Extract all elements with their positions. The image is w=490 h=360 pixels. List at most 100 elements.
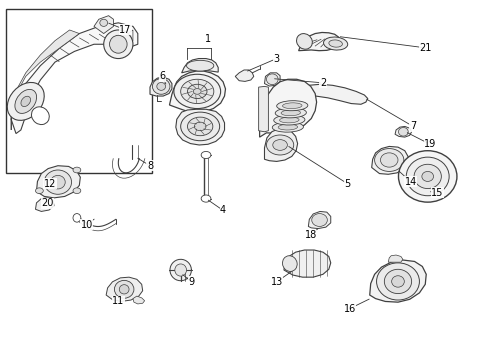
Ellipse shape xyxy=(398,151,457,202)
Text: 1: 1 xyxy=(205,34,212,44)
Ellipse shape xyxy=(274,115,305,125)
Ellipse shape xyxy=(35,188,43,194)
Text: 15: 15 xyxy=(431,188,443,198)
Polygon shape xyxy=(106,277,143,301)
Polygon shape xyxy=(170,71,225,112)
Polygon shape xyxy=(298,32,341,51)
Polygon shape xyxy=(260,79,317,137)
Text: 17: 17 xyxy=(120,25,132,35)
Ellipse shape xyxy=(175,264,187,276)
Polygon shape xyxy=(294,84,368,104)
Text: 14: 14 xyxy=(405,177,417,187)
Ellipse shape xyxy=(21,96,30,107)
Ellipse shape xyxy=(278,124,297,130)
Text: 19: 19 xyxy=(424,139,436,149)
Ellipse shape xyxy=(398,127,408,136)
Ellipse shape xyxy=(277,101,308,111)
Ellipse shape xyxy=(267,74,278,85)
Ellipse shape xyxy=(31,107,49,125)
Ellipse shape xyxy=(296,33,312,49)
Ellipse shape xyxy=(181,112,220,141)
Ellipse shape xyxy=(376,263,419,300)
Text: 2: 2 xyxy=(320,78,326,88)
Polygon shape xyxy=(176,109,224,145)
Polygon shape xyxy=(182,59,218,73)
Polygon shape xyxy=(235,70,254,81)
Ellipse shape xyxy=(157,82,166,90)
Ellipse shape xyxy=(272,122,303,132)
Ellipse shape xyxy=(181,79,214,104)
Text: 11: 11 xyxy=(112,296,124,306)
Text: 4: 4 xyxy=(220,205,226,215)
Text: 3: 3 xyxy=(273,54,280,64)
Ellipse shape xyxy=(7,82,44,120)
Text: 9: 9 xyxy=(188,277,195,287)
Polygon shape xyxy=(11,30,79,130)
Bar xyxy=(6,9,152,173)
Polygon shape xyxy=(11,23,138,134)
Polygon shape xyxy=(35,198,54,211)
Ellipse shape xyxy=(329,40,343,47)
Ellipse shape xyxy=(195,122,206,131)
Ellipse shape xyxy=(323,37,348,50)
Ellipse shape xyxy=(188,117,213,136)
Polygon shape xyxy=(370,260,426,302)
Ellipse shape xyxy=(312,213,327,226)
Text: 5: 5 xyxy=(344,179,350,189)
Ellipse shape xyxy=(392,276,404,287)
Polygon shape xyxy=(265,73,280,86)
Ellipse shape xyxy=(380,153,398,167)
Ellipse shape xyxy=(174,74,220,109)
Ellipse shape xyxy=(201,195,211,202)
Ellipse shape xyxy=(115,280,134,298)
Text: 12: 12 xyxy=(44,179,56,189)
Text: 8: 8 xyxy=(147,161,153,171)
Text: 13: 13 xyxy=(270,277,283,287)
Ellipse shape xyxy=(406,157,449,196)
Ellipse shape xyxy=(374,149,404,171)
Ellipse shape xyxy=(188,84,207,99)
Text: 16: 16 xyxy=(343,303,356,314)
Polygon shape xyxy=(36,166,80,198)
Polygon shape xyxy=(150,77,172,96)
Ellipse shape xyxy=(110,35,127,53)
Polygon shape xyxy=(114,30,133,51)
Ellipse shape xyxy=(15,89,37,113)
Ellipse shape xyxy=(73,167,81,173)
Text: 18: 18 xyxy=(305,230,317,240)
Text: 6: 6 xyxy=(159,71,165,81)
Ellipse shape xyxy=(50,175,65,189)
Polygon shape xyxy=(284,250,331,277)
Ellipse shape xyxy=(281,110,300,116)
Ellipse shape xyxy=(201,152,211,158)
Polygon shape xyxy=(94,16,114,33)
Text: 20: 20 xyxy=(42,198,54,208)
Ellipse shape xyxy=(282,256,297,271)
Ellipse shape xyxy=(273,140,288,150)
Text: 10: 10 xyxy=(80,220,93,230)
Text: 21: 21 xyxy=(419,43,432,53)
Polygon shape xyxy=(372,147,408,174)
Ellipse shape xyxy=(422,171,434,181)
Polygon shape xyxy=(259,86,269,132)
Ellipse shape xyxy=(119,285,129,294)
Ellipse shape xyxy=(194,89,201,94)
Ellipse shape xyxy=(414,164,441,189)
Ellipse shape xyxy=(73,213,81,222)
Polygon shape xyxy=(265,129,297,161)
Ellipse shape xyxy=(283,103,302,109)
Polygon shape xyxy=(170,259,192,281)
Ellipse shape xyxy=(275,108,306,118)
Ellipse shape xyxy=(100,19,108,26)
Ellipse shape xyxy=(280,117,299,123)
Ellipse shape xyxy=(187,60,214,71)
Polygon shape xyxy=(308,211,331,229)
Ellipse shape xyxy=(44,170,72,194)
Polygon shape xyxy=(388,255,403,262)
Ellipse shape xyxy=(152,78,170,94)
Polygon shape xyxy=(133,296,145,304)
Ellipse shape xyxy=(104,30,133,59)
Ellipse shape xyxy=(267,135,294,155)
Text: 7: 7 xyxy=(410,121,416,131)
Polygon shape xyxy=(395,126,412,137)
